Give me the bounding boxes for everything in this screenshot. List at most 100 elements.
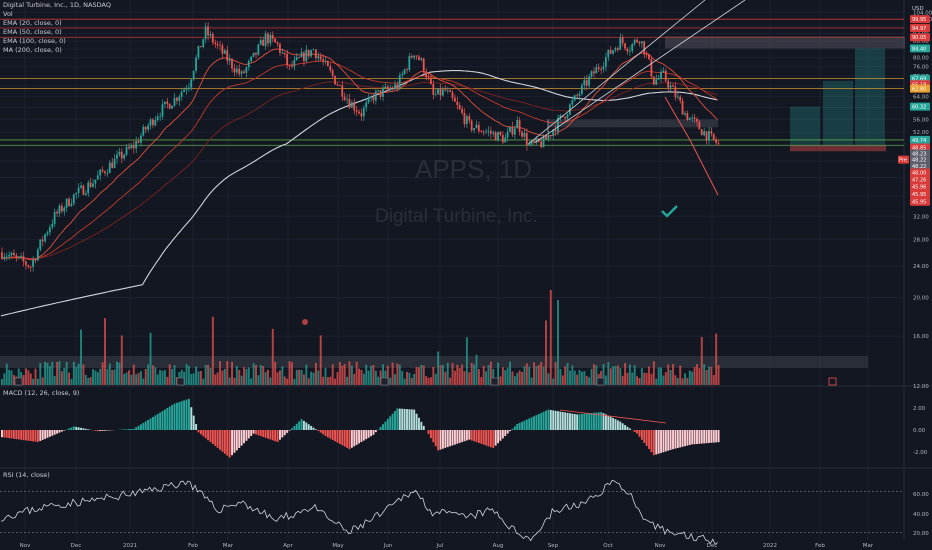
candle: [418, 56, 420, 60]
currency-label: USD: [912, 6, 924, 12]
volume-bar: [633, 365, 636, 385]
candle: [259, 39, 262, 45]
macd-histogram-bar: [669, 430, 672, 450]
indicator-ma200[interactable]: MA (200, close, 0): [3, 46, 62, 54]
candle: [420, 58, 423, 60]
time-tick: Feb: [188, 543, 198, 549]
indicator-ema20[interactable]: EMA (20, close, 0): [3, 19, 62, 27]
volume-bar: [679, 365, 682, 385]
macd-histogram-bar: [48, 430, 51, 437]
candle: [247, 60, 250, 68]
candle: [439, 88, 442, 96]
price-label: [910, 135, 930, 144]
candle: [604, 57, 607, 67]
candle: [10, 252, 13, 256]
macd-histogram-bar: [497, 430, 500, 444]
candle: [211, 34, 214, 43]
volume-bar: [698, 368, 701, 385]
candle: [465, 116, 468, 125]
candle: [350, 102, 353, 108]
price-label-text: 48.85: [912, 146, 926, 152]
volume-bar: [199, 371, 202, 385]
candle: [571, 100, 574, 105]
time-tick: Dec: [707, 543, 718, 549]
candle: [305, 49, 308, 62]
macd-histogram-bar: [470, 430, 473, 441]
candle: [672, 85, 674, 87]
volume-bar: [504, 370, 507, 385]
candle: [415, 55, 418, 57]
macd-histogram-bar: [396, 408, 399, 430]
candle: [341, 85, 344, 97]
volume-bar: [310, 371, 313, 385]
volume-bar: [655, 378, 658, 385]
volume-bar: [125, 372, 128, 385]
indicator-vol[interactable]: Vol: [3, 10, 13, 18]
macd-histogram-bar: [557, 411, 559, 430]
macd-histogram-bar: [80, 427, 83, 430]
volume-bar: [521, 371, 523, 385]
candle: [621, 37, 624, 44]
chart-title[interactable]: Digital Turbine, Inc., 1D, NASDAQ: [3, 1, 111, 9]
indicator-ema50[interactable]: EMA (50, close, 0): [3, 28, 62, 36]
macd-histogram-bar: [137, 425, 140, 430]
candle: [338, 85, 341, 86]
volume-bar: [619, 367, 622, 385]
candle: [68, 198, 70, 206]
volume-bar: [688, 370, 691, 385]
macd-histogram-bar: [533, 416, 535, 430]
drawing-layer: [14, 0, 837, 386]
candle: [223, 50, 226, 54]
macd-histogram-bar: [243, 430, 245, 444]
macd-histogram-bar: [525, 419, 528, 430]
macd-histogram-bar: [22, 430, 25, 441]
candle: [51, 223, 54, 228]
volume-bar: [106, 368, 109, 385]
candle: [660, 72, 662, 79]
candle: [640, 41, 643, 44]
macd-histogram-bar: [319, 430, 322, 433]
volume-bar: [509, 361, 512, 385]
price-tick: 104.00: [913, 10, 932, 16]
volume-bar: [420, 364, 423, 385]
macd-histogram-bar: [708, 430, 710, 443]
candle: [602, 66, 605, 70]
macd-title[interactable]: MACD (12, 26, close, 9): [3, 389, 80, 397]
macd-histogram-bar: [310, 425, 313, 430]
volume-bar: [717, 365, 720, 385]
volume-bar: [669, 369, 672, 385]
candle: [703, 131, 706, 136]
candle: [521, 131, 523, 137]
macd-histogram-bar: [247, 430, 250, 439]
volume-bar: [518, 370, 521, 385]
volume-bar: [243, 367, 245, 385]
price-tick: 28.00: [913, 237, 929, 243]
volume-bar: [70, 378, 73, 385]
volume-bar: [441, 364, 444, 385]
macd-histogram-bar: [451, 430, 454, 446]
rsi-title[interactable]: RSI (14, close): [3, 471, 50, 479]
candle: [595, 67, 598, 74]
volume-bar: [547, 373, 550, 385]
volume-bar: [372, 364, 375, 385]
macd-histogram-bar: [614, 419, 617, 430]
price-tick: 16.00: [913, 334, 929, 340]
indicator-ema100[interactable]: EMA (100, close, 0): [3, 37, 66, 45]
price-tick: 88.00: [913, 39, 929, 45]
earnings-flag: [380, 377, 389, 386]
macd-histogram-bar: [621, 423, 624, 430]
volume-bar: [283, 376, 286, 385]
macd-histogram-bar: [180, 401, 183, 430]
macd-histogram-bar: [10, 430, 13, 439]
volume-bar: [569, 370, 571, 385]
candle: [219, 45, 221, 47]
volume-bar: [473, 364, 476, 385]
volume-bar: [322, 376, 325, 385]
pre-market-text: Pre: [899, 158, 907, 164]
volume-bar: [638, 378, 641, 385]
macd-histogram-bar: [382, 424, 384, 430]
channel-line-lower: [527, 0, 706, 145]
candle: [679, 96, 682, 101]
volume-bar: [542, 366, 545, 385]
